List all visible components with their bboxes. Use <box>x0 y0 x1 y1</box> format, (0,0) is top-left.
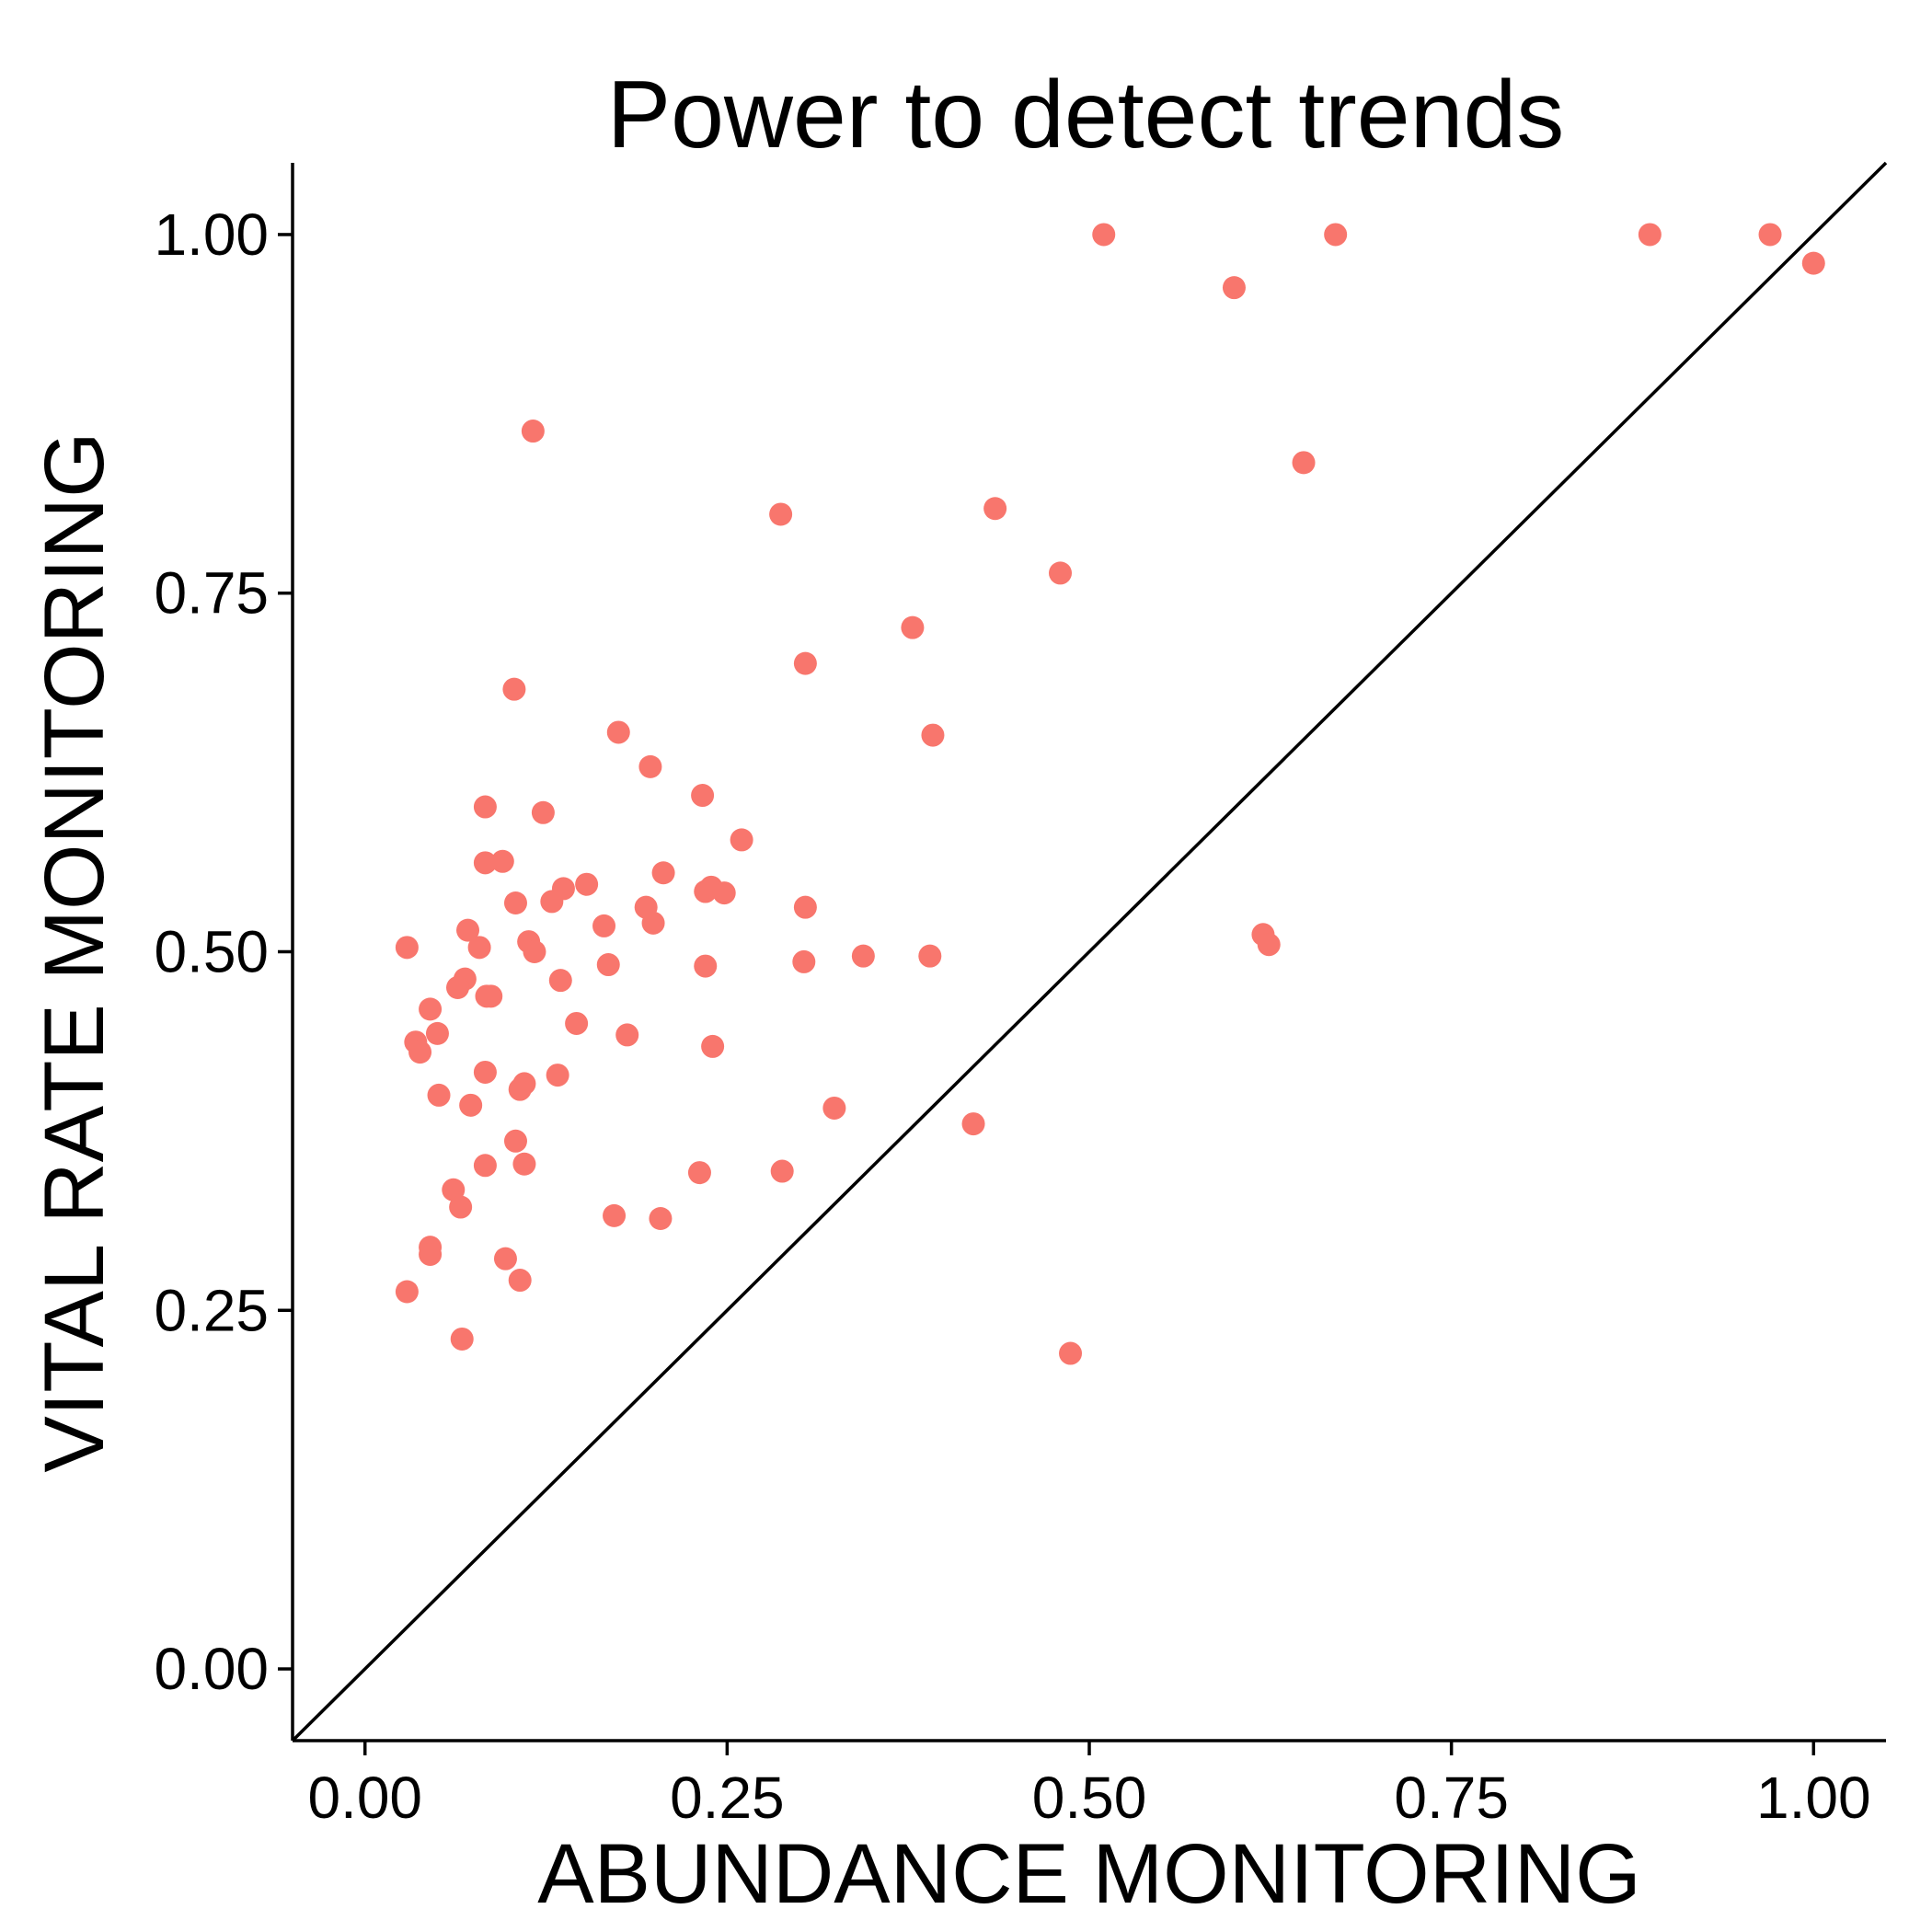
data-point <box>1257 933 1281 957</box>
data-point <box>822 1096 846 1120</box>
data-point <box>490 849 514 873</box>
data-point <box>792 949 816 973</box>
data-point <box>473 1154 497 1178</box>
data-point <box>540 890 564 914</box>
data-point <box>701 1034 725 1058</box>
data-point <box>395 1280 419 1304</box>
x-tick-label: 0.50 <box>1032 1765 1147 1831</box>
data-point <box>479 984 503 1008</box>
data-point <box>508 1077 532 1101</box>
data-point <box>502 677 526 701</box>
data-point <box>1324 223 1348 247</box>
data-point <box>983 497 1007 521</box>
data-point <box>456 918 480 942</box>
data-point <box>769 502 793 526</box>
data-point <box>445 975 469 999</box>
data-point <box>503 1129 527 1153</box>
x-tick-label: 1.00 <box>1756 1765 1871 1831</box>
data-point <box>395 936 419 960</box>
y-tick-label: 0.50 <box>154 919 269 985</box>
data-point <box>901 615 925 639</box>
y-tick-label: 0.00 <box>154 1636 269 1702</box>
data-point <box>427 1083 451 1107</box>
data-point <box>1801 251 1825 275</box>
data-point <box>641 911 665 935</box>
data-point <box>851 944 875 968</box>
data-point <box>1638 223 1662 247</box>
data-point <box>408 1041 432 1064</box>
data-point <box>770 1159 794 1183</box>
x-tick-label: 0.25 <box>670 1765 785 1831</box>
y-axis-title: VITAL RATE MONITORING <box>28 431 121 1472</box>
data-point <box>521 420 545 443</box>
data-point <box>615 1023 639 1047</box>
data-point <box>1758 223 1782 247</box>
data-point <box>730 828 753 852</box>
data-point <box>565 1011 589 1035</box>
identity-reference-line <box>291 161 1888 1742</box>
data-point <box>651 861 675 885</box>
data-point <box>921 723 945 747</box>
data-point <box>691 784 715 808</box>
data-point <box>694 954 718 978</box>
y-tick-label: 1.00 <box>154 201 269 268</box>
data-point <box>592 914 616 937</box>
data-point <box>425 1021 449 1045</box>
y-tick-label: 0.25 <box>154 1277 269 1343</box>
y-tick-label: 0.75 <box>154 560 269 627</box>
y-axis-ticks: 0.00 0.25 0.50 0.75 1.00 <box>154 201 293 1702</box>
data-point <box>603 1203 627 1227</box>
data-point <box>1092 223 1116 247</box>
data-point <box>459 1093 483 1117</box>
data-point <box>450 1327 474 1351</box>
data-point <box>548 969 572 993</box>
data-point <box>523 940 546 963</box>
data-point <box>467 936 491 960</box>
data-point <box>1292 451 1316 475</box>
reference-line-layer <box>291 161 1888 1742</box>
data-point <box>512 1152 536 1176</box>
x-tick-label: 0.00 <box>307 1765 422 1831</box>
points-layer <box>395 223 1825 1365</box>
x-axis-ticks: 0.00 0.25 0.50 0.75 1.00 <box>307 1741 1871 1831</box>
data-point <box>419 997 443 1021</box>
data-point <box>687 1161 711 1185</box>
data-point <box>473 851 497 875</box>
data-point <box>575 872 599 896</box>
x-axis-title: ABUNDANCE MONITORING <box>537 1827 1641 1921</box>
data-point <box>546 1064 569 1087</box>
plot-area: 0.00 0.25 0.50 0.75 1.00 0.00 0.25 0.50 0.75 1.0… <box>154 161 1888 1831</box>
data-point <box>531 800 555 824</box>
data-point <box>961 1112 985 1136</box>
data-point <box>508 1269 532 1293</box>
data-point <box>503 891 527 914</box>
data-point <box>493 1247 517 1271</box>
data-point <box>606 720 630 744</box>
data-point <box>712 881 736 905</box>
chart-title: Power to detect trends <box>607 62 1565 168</box>
data-point <box>449 1195 473 1219</box>
data-point <box>793 895 817 919</box>
data-point <box>793 651 817 675</box>
data-point <box>1222 276 1246 300</box>
data-point <box>473 795 497 819</box>
data-point <box>638 754 662 778</box>
data-point <box>442 1178 466 1202</box>
data-point <box>918 944 942 968</box>
data-point <box>649 1206 673 1230</box>
data-point <box>419 1242 443 1266</box>
x-tick-label: 0.75 <box>1394 1765 1509 1831</box>
data-point <box>1049 561 1073 585</box>
data-point <box>596 953 620 977</box>
data-point <box>473 1060 497 1084</box>
data-point <box>1059 1341 1083 1365</box>
